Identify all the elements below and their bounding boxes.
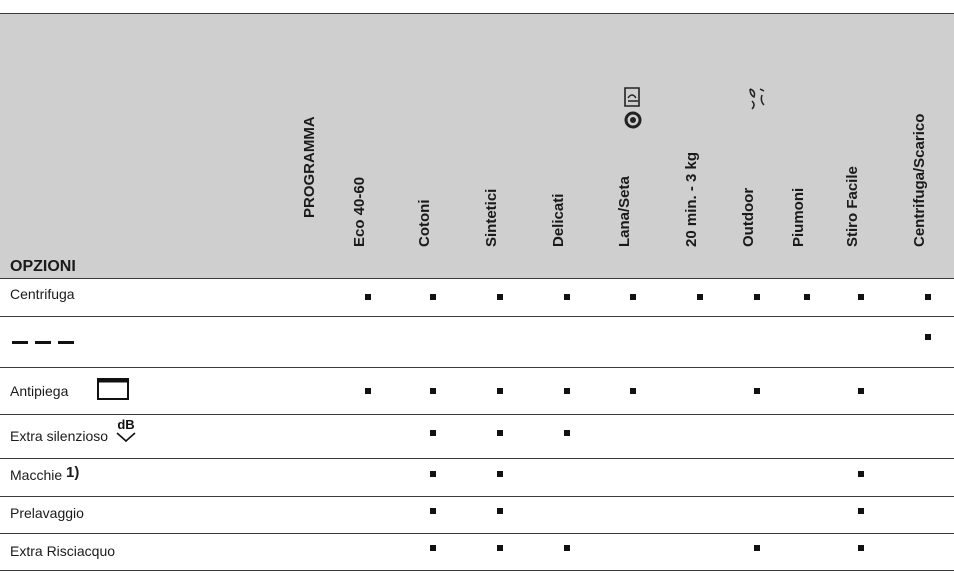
option-available-mark: [858, 545, 864, 551]
option-available-mark: [430, 388, 436, 394]
row-border: [0, 458, 954, 459]
program-header-label: Delicati: [550, 193, 567, 247]
option-available-mark: [858, 294, 864, 300]
row-border: [0, 414, 954, 415]
option-label: Antipiega: [10, 383, 68, 399]
option-label-text: Macchie: [10, 467, 63, 483]
option-available-mark: [630, 388, 636, 394]
option-label-text: Extra Risciacquo: [10, 543, 116, 559]
option-available-mark: [564, 545, 570, 551]
option-available-mark: [858, 508, 864, 514]
option-available-mark: [497, 508, 503, 514]
option-available-mark: [430, 471, 436, 477]
option-available-mark: [564, 388, 570, 394]
options-corner-label: OPZIONI: [10, 258, 76, 275]
program-header-label: Piumoni: [790, 187, 807, 247]
row-border: [0, 570, 954, 571]
option-available-mark: [564, 294, 570, 300]
option-available-mark: [858, 471, 864, 477]
option-available-mark: [430, 545, 436, 551]
option-available-mark: [925, 294, 931, 300]
option-label-text: Centrifuga: [10, 286, 75, 302]
dash-dash-dash-icon: [12, 341, 74, 344]
option-label: Extra Risciacquo: [10, 543, 115, 559]
option-available-mark: [497, 471, 503, 477]
option-label-text: Extra silenzioso: [10, 428, 109, 444]
option-available-mark: [430, 430, 436, 436]
program-header-label: 20 min. - 3 kg: [683, 151, 700, 247]
row-border: [0, 367, 954, 368]
program-header-label: Stiro Facile: [844, 166, 861, 247]
row-border: [0, 533, 954, 534]
option-available-mark: [497, 294, 503, 300]
db-quiet-icon: dB: [116, 417, 136, 443]
option-available-mark: [430, 508, 436, 514]
program-header-label: Eco 40-60: [351, 176, 368, 247]
row-border: [0, 278, 954, 279]
option-available-mark: [497, 545, 503, 551]
option-available-mark: [630, 294, 636, 300]
svg-text:dB: dB: [117, 417, 134, 432]
option-available-mark: [804, 294, 810, 300]
option-available-mark: [754, 388, 760, 394]
program-header-label: Sintetici: [483, 188, 500, 247]
program-header-label: Outdoor: [740, 187, 757, 247]
option-available-mark: [430, 294, 436, 300]
row-border: [0, 316, 954, 317]
option-available-mark: [497, 388, 503, 394]
row-border: [0, 496, 954, 497]
option-available-mark: [365, 388, 371, 394]
option-available-mark: [925, 334, 931, 340]
table-top-border: [0, 13, 954, 14]
option-label: Centrifuga: [10, 286, 75, 302]
option-available-mark: [497, 430, 503, 436]
option-available-mark: [365, 294, 371, 300]
outdoor-icon: [749, 88, 765, 110]
footnote-marker: 1): [66, 464, 80, 481]
option-available-mark: [754, 294, 760, 300]
option-available-mark: [858, 388, 864, 394]
table-header: OPZIONI: [0, 14, 954, 278]
program-header-label: Centrifuga/Scarico: [911, 113, 928, 247]
option-label: Extra silenzioso: [10, 428, 108, 444]
option-label: Macchie 1): [10, 464, 80, 484]
programma-header-text: PROGRAMMA: [301, 116, 318, 218]
option-available-mark: [754, 545, 760, 551]
antipiega-box-icon: [97, 378, 129, 400]
option-available-mark: [564, 430, 570, 436]
option-label-text: Prelavaggio: [10, 505, 84, 521]
option-label-text: Antipiega: [10, 383, 69, 399]
option-label: Prelavaggio: [10, 505, 84, 521]
option-available-mark: [697, 294, 703, 300]
program-header-label: Lana/Seta: [616, 176, 633, 247]
woolmark-handwash-icon: [624, 87, 642, 129]
program-header-label: Cotoni: [416, 199, 433, 247]
